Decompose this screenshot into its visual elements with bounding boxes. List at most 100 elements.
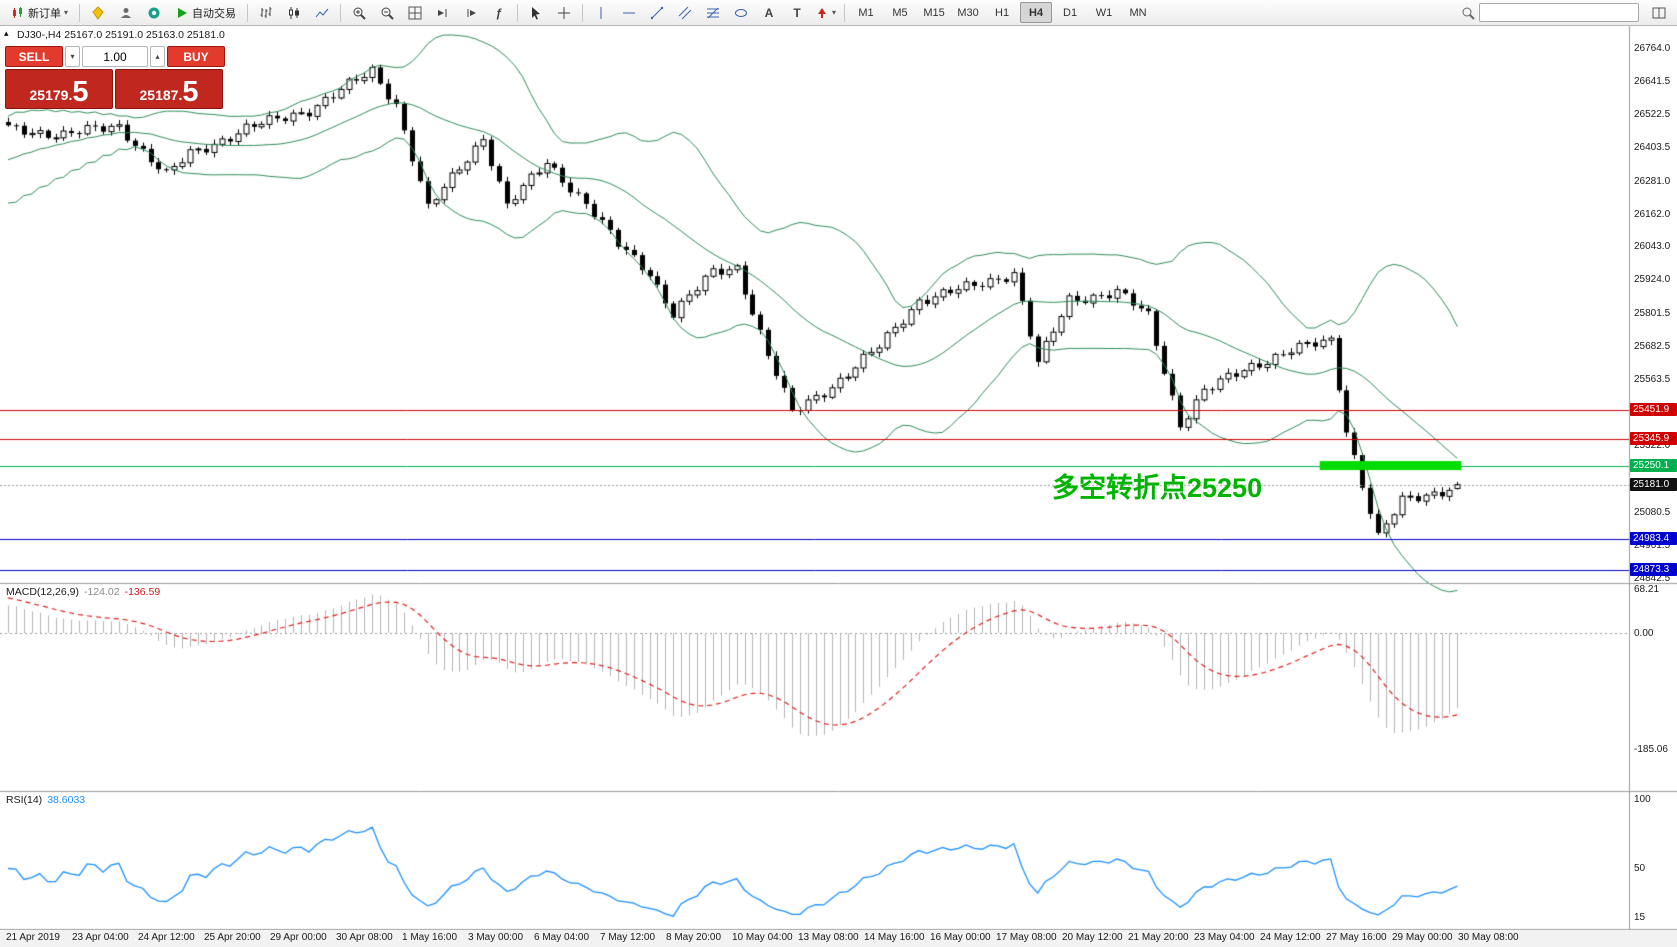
crystal-icon[interactable]	[84, 2, 112, 24]
candles-chart-icon[interactable]	[280, 2, 308, 24]
cursor-icon[interactable]	[522, 2, 550, 24]
time-axis-label: 30 May 08:00	[1458, 932, 1519, 943]
layout-panels-icon[interactable]	[1645, 2, 1673, 24]
price-axis-tick: 26764.0	[1634, 42, 1671, 54]
time-axis-label: 17 May 08:00	[996, 932, 1057, 943]
symbol-marker-icon: ▴	[4, 28, 9, 38]
channel-tool-icon[interactable]	[671, 2, 699, 24]
caret-down-icon: ▾	[832, 8, 837, 17]
price-badge: 25250.1	[1630, 458, 1677, 472]
rsi-axis-tick: 50	[1634, 863, 1646, 874]
autotrade-button[interactable]: 自动交易	[168, 2, 243, 24]
time-axis-label: 16 May 00:00	[930, 932, 991, 943]
macd-axis-tick: 68.21	[1634, 584, 1660, 596]
price-axis-tick: 26281.0	[1634, 175, 1671, 187]
macd-name: MACD(12,26,9)	[6, 586, 79, 598]
chart-text-annotation[interactable]: 多空转折点25250	[1052, 473, 1263, 503]
price-axis-tick: 25563.5	[1634, 373, 1671, 385]
time-axis-label: 21 Apr 2019	[6, 932, 60, 943]
volume-caret-down-icon[interactable]: ▾	[65, 46, 80, 67]
main-toolbar: 新订单 ▾ 自动交易 ƒ A T ▾ M1	[0, 0, 1677, 26]
chart-shift-icon[interactable]	[457, 2, 485, 24]
price-axis-tick: 26162.0	[1634, 208, 1671, 220]
toolbar-separator	[844, 3, 846, 22]
vertical-line-tool-icon[interactable]	[587, 2, 615, 24]
zoom-in-icon[interactable]	[345, 2, 373, 24]
time-axis-label: 3 May 00:00	[468, 932, 524, 943]
price-axis-tick: 25080.5	[1634, 506, 1671, 518]
bar-chart-icon[interactable]	[252, 2, 280, 24]
volume-input[interactable]	[82, 46, 148, 67]
order-candles-icon	[13, 6, 22, 18]
price-badge: 25181.0	[1630, 477, 1677, 491]
sell-button[interactable]: SELL	[5, 46, 63, 67]
search-box	[1461, 3, 1639, 22]
timeframe-d1[interactable]: D1	[1063, 6, 1078, 19]
sell-price[interactable]: 25179. 5	[5, 69, 113, 109]
label-tool-icon[interactable]: T	[793, 5, 801, 20]
tile-windows-icon[interactable]	[401, 2, 429, 24]
time-axis-label: 6 May 04:00	[534, 932, 590, 943]
time-axis-label: 7 May 12:00	[600, 932, 656, 943]
time-axis-label: 23 May 04:00	[1194, 932, 1255, 943]
auto-scroll-icon[interactable]	[429, 2, 457, 24]
shapes-tool-icon[interactable]	[727, 2, 755, 24]
text-tool-icon[interactable]: A	[764, 5, 774, 20]
new-order-label: 新订单	[28, 7, 61, 20]
price-axis-tick: 26403.5	[1634, 141, 1671, 153]
profile-icon[interactable]	[112, 2, 140, 24]
time-axis-label: 1 May 16:00	[402, 932, 458, 943]
timeframe-h1[interactable]: H1	[995, 6, 1010, 19]
timeframe-h4[interactable]: H4	[1020, 2, 1053, 23]
price-badge: 25451.9	[1630, 402, 1677, 416]
play-icon	[178, 7, 188, 18]
search-input[interactable]	[1479, 3, 1639, 22]
horizontal-line-tool-icon[interactable]	[615, 2, 643, 24]
macd-signal-value: -136.59	[124, 586, 161, 598]
buy-button[interactable]: BUY	[167, 46, 225, 67]
rsi-indicator-label: RSI(14) 38.6033	[6, 794, 85, 806]
timeframe-group: M1 M5 M15 M30 H1 H4 D1 W1 MN	[849, 2, 1155, 23]
crosshair-icon[interactable]	[550, 2, 578, 24]
timeframe-m15[interactable]: M15	[923, 6, 945, 19]
community-icon[interactable]	[140, 2, 168, 24]
time-axis-strip[interactable]	[0, 930, 1677, 947]
timeframe-mn[interactable]: MN	[1129, 6, 1147, 19]
price-axis-tick: 26043.0	[1634, 241, 1671, 253]
toolbar-separator	[517, 3, 519, 22]
time-axis-label: 21 May 20:00	[1128, 932, 1189, 943]
price-badge: 24983.4	[1630, 532, 1677, 546]
rsi-axis-tick: 100	[1634, 793, 1651, 805]
rsi-axis-tick: 15	[1634, 911, 1646, 923]
rsi-name: RSI(14)	[6, 794, 43, 806]
autotrade-label: 自动交易	[192, 7, 237, 20]
trendline-tool-icon[interactable]	[643, 2, 671, 24]
fibonacci-tool-icon[interactable]	[699, 2, 727, 24]
timeframe-m5[interactable]: M5	[892, 6, 908, 19]
price-axis-tick: 24961.5	[1634, 539, 1671, 551]
buy-price[interactable]: 25187. 5	[115, 69, 223, 109]
timeframe-w1[interactable]: W1	[1095, 6, 1113, 19]
toolbar-separator	[247, 3, 249, 22]
arrows-tool-icon[interactable]: ▾	[811, 2, 840, 24]
time-axis-label: 30 Apr 08:00	[336, 932, 393, 943]
indicators-icon[interactable]: ƒ	[495, 5, 503, 20]
price-axis-tick: 26522.5	[1634, 109, 1671, 121]
timeframe-m1[interactable]: M1	[858, 6, 874, 19]
macd-indicator-label: MACD(12,26,9) -124.02 -136.59	[6, 586, 160, 598]
toolbar-separator	[79, 3, 81, 22]
price-axis-tick: 25924.0	[1634, 274, 1671, 286]
line-chart-icon[interactable]	[308, 2, 336, 24]
time-axis-label: 13 May 08:00	[798, 932, 859, 943]
time-axis-label: 29 Apr 00:00	[270, 932, 327, 943]
toolbar-separator	[582, 3, 584, 22]
timeframe-m30[interactable]: M30	[957, 6, 979, 19]
zoom-out-icon[interactable]	[373, 2, 401, 24]
new-order-button[interactable]: 新订单 ▾	[4, 2, 75, 24]
volume-caret-up-icon[interactable]: ▴	[150, 46, 165, 67]
symbol-ohlc-readout: DJ30-,H4 25167.0 25191.0 25163.0 25181.0	[17, 29, 225, 41]
time-axis-label: 29 May 00:00	[1392, 932, 1453, 943]
time-axis-label: 20 May 12:00	[1062, 932, 1123, 943]
